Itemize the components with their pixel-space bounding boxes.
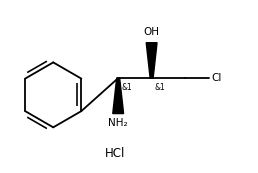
Polygon shape [146,43,157,78]
Polygon shape [113,78,124,113]
Text: Cl: Cl [212,73,222,83]
Text: &1: &1 [121,83,132,92]
Text: HCl: HCl [105,147,125,160]
Text: NH₂: NH₂ [108,119,128,129]
Text: OH: OH [144,27,160,37]
Text: &1: &1 [155,83,165,92]
